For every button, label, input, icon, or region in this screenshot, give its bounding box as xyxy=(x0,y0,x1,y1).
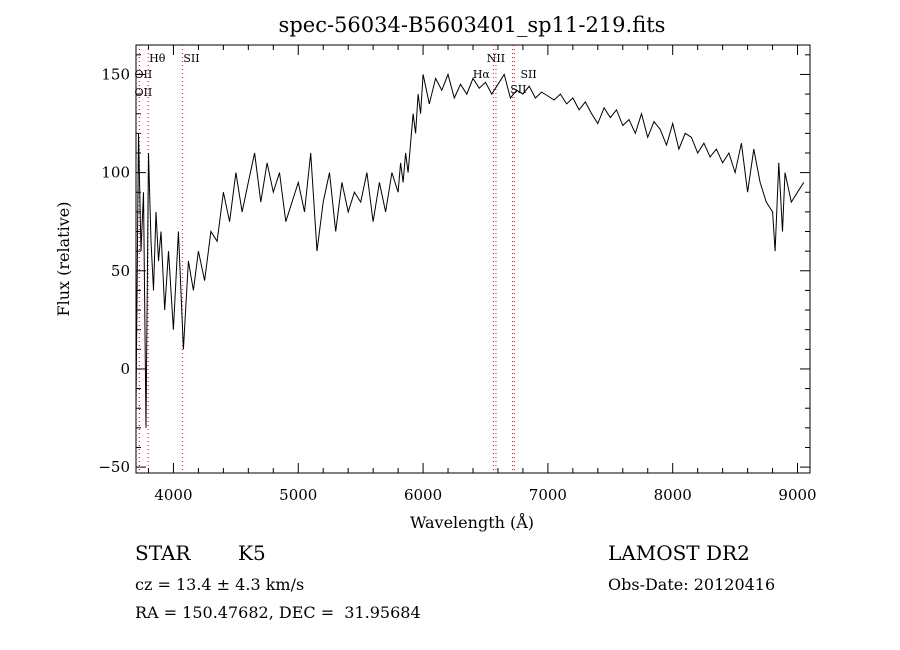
line-marker-label: OII xyxy=(135,86,153,99)
object-class: STAR xyxy=(135,541,191,565)
line-marker-label: SII xyxy=(520,68,536,81)
plot-axes: 4000 5000 6000 7000 8000 9000 −50 0 50 100 150 xyxy=(98,44,817,504)
y-tick-label: 150 xyxy=(101,65,130,83)
chart-title: spec-56034-B5603401_sp11-219.fits xyxy=(279,13,666,37)
plot-frame xyxy=(135,44,811,474)
x-axis-label: Wavelength (Å) xyxy=(410,512,534,532)
line-marker-label: Hα xyxy=(473,68,491,81)
spectrum-series xyxy=(135,72,805,428)
line-marker-label: Hθ xyxy=(149,52,166,65)
y-tick-label: −50 xyxy=(98,458,130,476)
y-tick-label: 100 xyxy=(101,164,130,182)
x-tick-label: 6000 xyxy=(404,486,442,504)
x-tick-label: 5000 xyxy=(279,486,317,504)
survey-name: LAMOST DR2 xyxy=(608,541,750,565)
coords-line: RA = 150.47682, DEC = 31.95684 xyxy=(135,603,421,622)
x-tick-label: 4000 xyxy=(154,486,192,504)
y-axis-label: Flux (relative) xyxy=(54,202,73,317)
line-marker-label: NII xyxy=(487,52,505,65)
line-markers: Hθ OII OII SII NII Hα SII SII xyxy=(135,45,537,473)
x-tick-label: 7000 xyxy=(529,486,567,504)
spectrum-line xyxy=(135,72,805,428)
y-tick-label: 0 xyxy=(120,360,130,378)
object-subclass: K5 xyxy=(238,541,266,565)
line-marker-label: SII xyxy=(183,52,199,65)
line-marker-label: SII xyxy=(510,83,526,96)
x-tick-label: 8000 xyxy=(654,486,692,504)
line-marker-label: OII xyxy=(135,68,153,81)
redshift-line: cz = 13.4 ± 4.3 km/s xyxy=(135,575,305,594)
y-tick-label: 50 xyxy=(111,262,130,280)
x-tick-label: 9000 xyxy=(778,486,816,504)
obs-date: Obs-Date: 20120416 xyxy=(608,575,776,594)
